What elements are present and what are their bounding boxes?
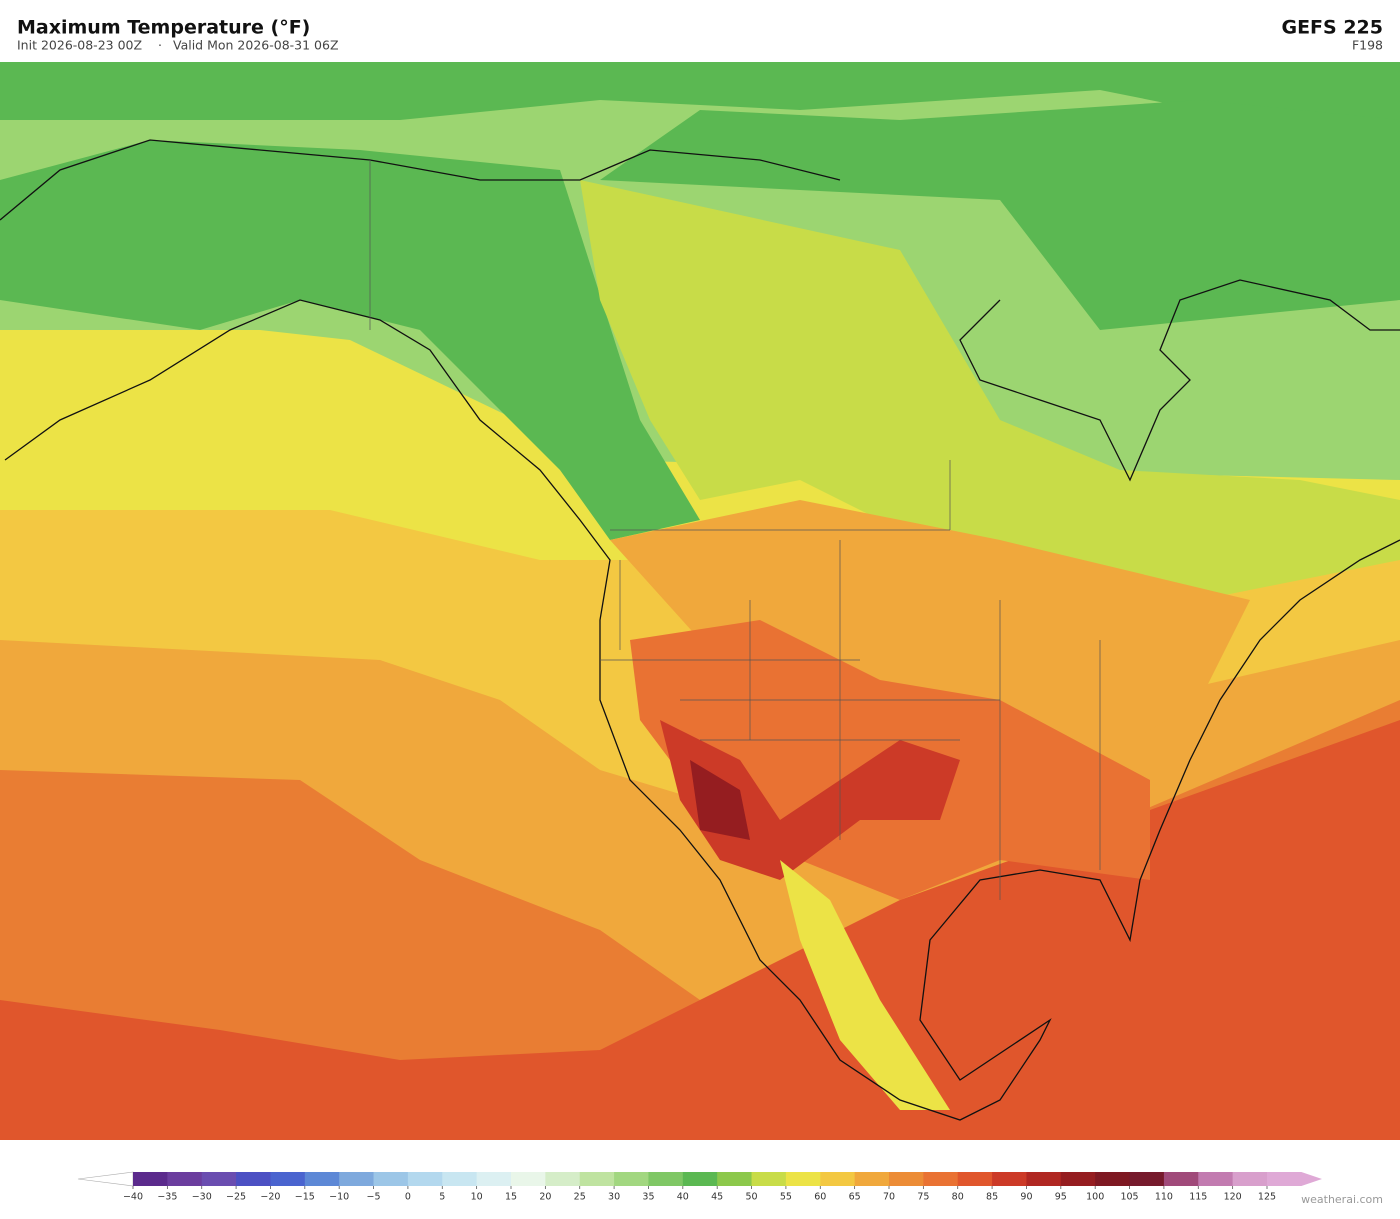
colorbar-tick-label: 125 [1258,1192,1276,1203]
colorbar-segment [1026,1172,1062,1186]
colorbar-tick-label: 40 [677,1192,689,1203]
colorbar-tick-label: 80 [952,1192,964,1203]
model-name: GEFS 225 [1281,17,1383,39]
colorbar-tick-label: −10 [329,1192,349,1203]
colorbar-segment [1198,1172,1234,1186]
colorbar-tick-label: 0 [405,1192,411,1203]
colorbar-segment [167,1172,203,1186]
colorbar-tick-label: 55 [780,1192,792,1203]
map-zone [0,62,1400,150]
colorbar-tick-label: 10 [471,1192,483,1203]
map [0,62,1400,1140]
colorbar-segment [373,1172,409,1186]
colorbar-segment [957,1172,993,1186]
map-zone [660,720,960,880]
map-zone [580,180,1400,600]
colorbar-tick-label: −40 [123,1192,143,1203]
colorbar-segment [442,1172,478,1186]
map-zone [0,140,700,540]
colorbar-segment [270,1172,306,1186]
colorbar-tick-label: 95 [1055,1192,1067,1203]
colorbar-segment [236,1172,271,1186]
map-zone [780,860,950,1110]
colorbar-tick-label: −15 [295,1192,315,1203]
colorbar-tick-label: 90 [1020,1192,1032,1203]
colorbar-tick-label: 75 [917,1192,929,1203]
colorbar-tick-label: 35 [642,1192,654,1203]
colorbar-tick-label: 45 [711,1192,723,1203]
separator: · [158,38,162,53]
colorbar-segment [614,1172,649,1186]
init-time: Init 2026-08-23 00Z [17,38,142,53]
colorbar-tick-label: −5 [367,1192,381,1203]
colorbar-tick-label: 20 [539,1192,551,1203]
colorbar-segment [889,1172,924,1186]
colorbar-segment [545,1172,581,1186]
colorbar-segment [1060,1172,1096,1186]
colorbar-tick-label: −35 [157,1192,177,1203]
colorbar-tick-label: −25 [226,1192,246,1203]
colorbar-tick-label: 60 [814,1192,826,1203]
map-zone [690,760,750,840]
colorbar-tick-label: 100 [1086,1192,1104,1203]
colorbar-segment [579,1172,615,1186]
colorbar-segment [1129,1172,1165,1186]
colorbar-under [77,1171,134,1187]
colorbar-tick-label: 65 [849,1192,861,1203]
colorbar-segment [648,1172,684,1186]
colorbar-tick-label: −30 [192,1192,212,1203]
colorbar-segment [1163,1172,1199,1186]
colorbar-tick-label: 25 [574,1192,586,1203]
colorbar-tick-label: 70 [883,1192,895,1203]
colorbar-segment [1232,1172,1268,1186]
valid-time: Valid Mon 2026-08-31 06Z [173,38,339,53]
title: Maximum Temperature (°F) [17,17,310,39]
colorbar-segment [133,1172,168,1186]
map-zone [0,720,1400,1140]
colorbar-segment [407,1172,443,1186]
colorbar-tick-label: 115 [1189,1192,1207,1203]
colorbar-segment [201,1172,237,1186]
colorbar-tick-label: 110 [1155,1192,1173,1203]
colorbar-segment [304,1172,340,1186]
colorbar-tick-label: 15 [505,1192,517,1203]
colorbar-segment [339,1172,375,1186]
colorbar-segment [820,1172,856,1186]
colorbar-tick-label: 105 [1120,1192,1138,1203]
colorbar-segment [511,1172,546,1186]
watermark: weatherai.com [1301,1193,1383,1206]
colorbar-tick-label: 85 [986,1192,998,1203]
colorbar-segment [923,1172,959,1186]
colorbar-segment [476,1172,512,1186]
colorbar-tick-label: 5 [439,1192,445,1203]
colorbar-segment [682,1172,718,1186]
colorbar-segment [717,1172,753,1186]
colorbar-over [1267,1172,1322,1186]
colorbar: −40 −35 −30 −25 −20 −15 −10 −5 0 5 10 15 20 25 30 35 40 4… [77,1171,1322,1203]
map-zone [600,100,1400,330]
colorbar-segment [1095,1172,1131,1186]
forecast-hour: F198 [1352,38,1383,53]
colorbar-tick-label: −20 [260,1192,280,1203]
map-zone [610,500,1250,760]
colorbar-tick-label: 50 [745,1192,757,1203]
colorbar-segment [992,1172,1027,1186]
colorbar-segment [785,1172,821,1186]
colorbar-tick-label: 30 [608,1192,620,1203]
colorbar-tick-label: 120 [1224,1192,1242,1203]
colorbar-segment [751,1172,787,1186]
colorbar-segment [854,1172,890,1186]
